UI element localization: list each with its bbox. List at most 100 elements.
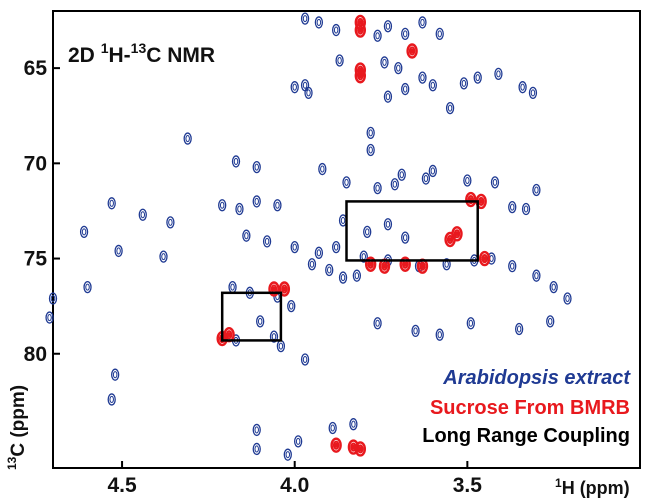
sucrose-peak bbox=[278, 281, 291, 297]
extract-peak bbox=[138, 208, 147, 221]
extract-peak bbox=[445, 101, 455, 115]
extract-peak bbox=[283, 448, 292, 461]
legend: Arabidopsis extract Sucrose From BMRB Lo… bbox=[422, 367, 631, 447]
extract-peak bbox=[428, 79, 437, 92]
extract-peak bbox=[79, 225, 89, 239]
extract-peak bbox=[390, 178, 399, 191]
extract-peak bbox=[252, 195, 261, 208]
extract-peak bbox=[401, 82, 410, 96]
extract-peak bbox=[314, 16, 324, 29]
axis-ticks: 4.5 4.0 3.5 65 70 75 80 bbox=[24, 57, 483, 497]
extract-peak bbox=[463, 174, 472, 187]
extract-peak bbox=[473, 71, 482, 84]
extract-peak bbox=[563, 292, 572, 305]
sucrose-peak bbox=[268, 281, 280, 297]
x-tick-label: 4.5 bbox=[107, 474, 137, 497]
extract-peak bbox=[273, 199, 282, 212]
extract-peak bbox=[532, 183, 541, 197]
legend-item-coupling: Long Range Coupling bbox=[422, 425, 630, 447]
extract-peak bbox=[300, 12, 310, 25]
extract-peak bbox=[300, 353, 310, 366]
y-axis-title: 13C (ppm) bbox=[5, 385, 29, 470]
legend-item-extract: Arabidopsis extract bbox=[442, 367, 631, 389]
y-axis-title-main: C (ppm) bbox=[8, 385, 29, 457]
extract-peak bbox=[335, 54, 344, 67]
extract-peak bbox=[546, 315, 555, 328]
extract-peak bbox=[318, 162, 327, 176]
extract-peak bbox=[363, 225, 372, 239]
extract-peak bbox=[508, 260, 517, 273]
sucrose-peak bbox=[354, 68, 367, 84]
extract-peak bbox=[373, 181, 382, 195]
x-axis-title-sup: 1 bbox=[555, 476, 562, 490]
extract-peak bbox=[428, 164, 437, 178]
extract-peak bbox=[183, 132, 192, 145]
extract-peak bbox=[383, 218, 393, 231]
extract-peak bbox=[228, 280, 237, 294]
peak-marks bbox=[45, 12, 572, 461]
extract-peak bbox=[159, 250, 168, 263]
sucrose-peak bbox=[444, 231, 456, 248]
extract-peak bbox=[325, 263, 334, 277]
extract-peak bbox=[331, 23, 341, 37]
x-tick-label: 4.0 bbox=[280, 474, 309, 497]
legend-item-sucrose: Sucrose From BMRB bbox=[430, 397, 630, 419]
extract-peak bbox=[276, 339, 286, 353]
extract-peak bbox=[231, 155, 241, 168]
extract-peak bbox=[508, 200, 517, 214]
chart-title-part-a: 2D bbox=[68, 44, 101, 67]
extract-peak bbox=[48, 292, 58, 305]
extract-peak bbox=[252, 442, 261, 456]
extract-peak bbox=[494, 67, 503, 80]
extract-peak bbox=[459, 77, 469, 90]
extract-peak bbox=[383, 90, 393, 103]
extract-peak bbox=[435, 328, 444, 341]
extract-peak bbox=[349, 418, 358, 431]
extract-peak bbox=[549, 280, 558, 294]
coupling-boxes bbox=[220, 200, 479, 342]
extract-peak bbox=[235, 202, 244, 216]
extract-peak bbox=[342, 176, 351, 189]
long-range-coupling-box bbox=[345, 200, 479, 262]
extract-peak bbox=[401, 231, 410, 244]
x-axis-title: 1H (ppm) bbox=[555, 476, 630, 498]
extract-peak bbox=[490, 176, 500, 189]
extract-peak bbox=[252, 160, 261, 174]
extract-peak bbox=[528, 86, 538, 100]
extract-peak bbox=[328, 421, 337, 435]
y-tick-label: 65 bbox=[24, 57, 48, 80]
extract-peak bbox=[380, 56, 389, 69]
extract-peak bbox=[521, 202, 531, 216]
extract-peak bbox=[331, 240, 341, 254]
extract-peak bbox=[294, 435, 303, 448]
sucrose-peak bbox=[354, 22, 367, 38]
extract-peak bbox=[300, 79, 310, 92]
extract-peak bbox=[166, 216, 175, 229]
sucrose-peak bbox=[354, 441, 367, 457]
extract-peak bbox=[383, 20, 393, 33]
y-tick-label: 75 bbox=[24, 248, 48, 271]
extract-peak bbox=[397, 168, 406, 181]
extract-peak bbox=[83, 280, 92, 294]
extract-peak bbox=[287, 299, 296, 313]
long-range-coupling-box bbox=[220, 291, 283, 342]
extract-peak bbox=[394, 61, 403, 75]
extract-peak bbox=[304, 86, 313, 100]
extract-peak bbox=[262, 235, 272, 248]
extract-peak bbox=[307, 258, 317, 271]
extract-peak bbox=[518, 81, 527, 94]
extract-peak bbox=[290, 81, 299, 94]
sucrose-peak bbox=[406, 43, 418, 59]
extract-peak bbox=[514, 322, 524, 336]
extract-peak bbox=[366, 126, 375, 140]
extract-peak bbox=[418, 16, 427, 29]
extract-peak bbox=[338, 271, 348, 284]
chart-title-sup-13: 13 bbox=[131, 40, 147, 56]
extract-peak bbox=[256, 315, 265, 328]
chart-title: 2D 1H-13C NMR bbox=[68, 40, 215, 67]
extract-peak bbox=[418, 71, 427, 84]
x-axis-title-main: H (ppm) bbox=[562, 478, 630, 498]
extract-peak bbox=[373, 29, 382, 42]
extract-peak bbox=[218, 199, 227, 212]
